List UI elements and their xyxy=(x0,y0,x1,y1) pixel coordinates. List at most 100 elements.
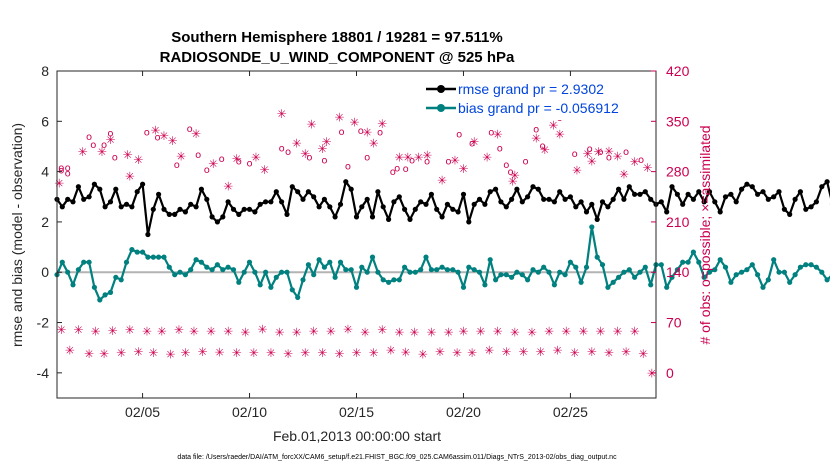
obs-assimilated-point: ✳ xyxy=(259,163,269,177)
y2-tick-label: 0 xyxy=(666,365,674,381)
rmse-point xyxy=(476,196,483,202)
obs-assimilated-point: ✳ xyxy=(208,157,218,171)
bias-point xyxy=(140,249,146,255)
obs-possible-point: o xyxy=(597,147,603,158)
rmse-point xyxy=(813,199,820,205)
obs-possible-point: o xyxy=(424,156,430,167)
bias-point xyxy=(813,264,820,270)
bias-point xyxy=(407,269,413,275)
obs-assimilated-point: ✳ xyxy=(452,346,462,360)
rmse-point xyxy=(434,206,440,212)
rmse-point xyxy=(134,189,140,195)
obs-assimilated-point: ✳ xyxy=(274,325,284,339)
rmse-point xyxy=(567,194,574,200)
rmse-point xyxy=(257,201,263,207)
bias-point xyxy=(706,269,713,275)
obs-possible-point: o xyxy=(488,128,494,139)
obs-possible-point: o xyxy=(507,167,513,178)
rmse-point xyxy=(685,191,691,197)
rmse-point xyxy=(241,206,247,212)
rmse-point xyxy=(616,186,622,192)
obs-possible-point: o xyxy=(306,153,312,164)
obs-assimilated-point: ✳ xyxy=(570,346,580,360)
obs-possible-point: o xyxy=(469,138,475,149)
bias-point xyxy=(573,264,579,270)
obs-possible-point: o xyxy=(58,163,64,174)
legend: rmse grand pr = 2.9302 bias grand pr = -… xyxy=(425,77,653,120)
y2-tick-label: 280 xyxy=(666,164,690,180)
obs-possible-point: o xyxy=(90,140,96,151)
obs-assimilated-point: ✳ xyxy=(604,346,614,360)
obs-assimilated-point: ✳ xyxy=(105,133,115,147)
bias-point xyxy=(81,259,87,265)
x-tick-label: 02/25 xyxy=(553,404,588,420)
bias-point xyxy=(337,259,344,265)
rmse-point xyxy=(423,201,429,207)
rmse-point xyxy=(65,196,71,202)
rmse-point xyxy=(717,209,723,215)
rmse-point xyxy=(610,196,616,202)
bias-point xyxy=(220,267,226,273)
rmse-point xyxy=(343,179,349,185)
obs-assimilated-point: ✳ xyxy=(476,325,486,339)
bias-point xyxy=(557,269,563,275)
bias-point xyxy=(402,264,408,270)
obs-assimilated-point: ✳ xyxy=(630,325,640,339)
bias-point xyxy=(685,259,691,265)
obs-assimilated-point: ✳ xyxy=(97,145,107,159)
rmse-point xyxy=(364,196,370,202)
rmse-point xyxy=(674,191,681,197)
obs-assimilated-point: ✳ xyxy=(292,325,302,339)
obs-assimilated-point: ✳ xyxy=(351,346,361,360)
rmse-point xyxy=(193,204,199,210)
rmse-point xyxy=(583,209,590,215)
rmse-point xyxy=(460,191,467,197)
rmse-point xyxy=(701,199,707,205)
rmse-point xyxy=(819,184,825,190)
rmse-point xyxy=(279,199,285,205)
obs-possible-point: o xyxy=(587,144,593,155)
bias-point xyxy=(230,267,237,273)
obs-possible-point: o xyxy=(409,156,415,167)
y-axis-label: rmse and bias (model - observation) xyxy=(9,123,25,347)
obs-assimilated-point: ✳ xyxy=(535,345,545,359)
bias-point xyxy=(503,272,509,278)
bias-point xyxy=(781,269,788,275)
legend-bias-label: bias grand pr = -0.056912 xyxy=(458,100,619,116)
obs-assimilated-point: ✳ xyxy=(360,325,370,339)
bias-point xyxy=(332,274,338,280)
obs-assimilated-point: ✳ xyxy=(469,135,479,149)
rmse-point xyxy=(599,199,606,205)
plot-area xyxy=(57,71,656,398)
obs-assimilated-point: ✳ xyxy=(426,325,436,339)
bias-point xyxy=(161,254,167,260)
y-tick-label: 0 xyxy=(41,264,49,280)
obs-assimilated-point: ✳ xyxy=(578,325,588,339)
x-tick-label: 02/05 xyxy=(125,404,160,420)
obs-assimilated-point: ✳ xyxy=(418,348,428,362)
bias-point xyxy=(295,294,301,300)
bias-point xyxy=(198,259,204,265)
obs-assimilated-point: ✳ xyxy=(619,167,629,181)
bias-point xyxy=(305,262,311,268)
obs-assimilated-point: ✳ xyxy=(223,179,233,193)
bias-point xyxy=(648,282,654,288)
bias-point xyxy=(450,267,456,273)
obs-assimilated-point: ✳ xyxy=(334,110,344,124)
obs-assimilated-point: ✳ xyxy=(300,346,310,360)
rmse-point xyxy=(621,196,627,202)
obs-assimilated-point: ✳ xyxy=(583,147,593,161)
obs-possible-point: o xyxy=(403,164,409,175)
bias-point xyxy=(241,269,247,275)
obs-possible-point: o xyxy=(638,155,644,166)
bias-point xyxy=(546,269,552,275)
obs-assimilated-point: ✳ xyxy=(612,149,622,163)
rmse-point xyxy=(808,204,814,210)
obs-possible-point: o xyxy=(522,156,528,167)
obs-assimilated-point: ✳ xyxy=(369,346,379,360)
rmse-point xyxy=(107,199,114,205)
bias-point xyxy=(535,269,541,275)
y-axis-right-label: # of obs: o=possible; ×=assimilated xyxy=(697,125,713,344)
bias-point xyxy=(166,264,172,270)
obs-assimilated-point: ✳ xyxy=(458,162,468,176)
